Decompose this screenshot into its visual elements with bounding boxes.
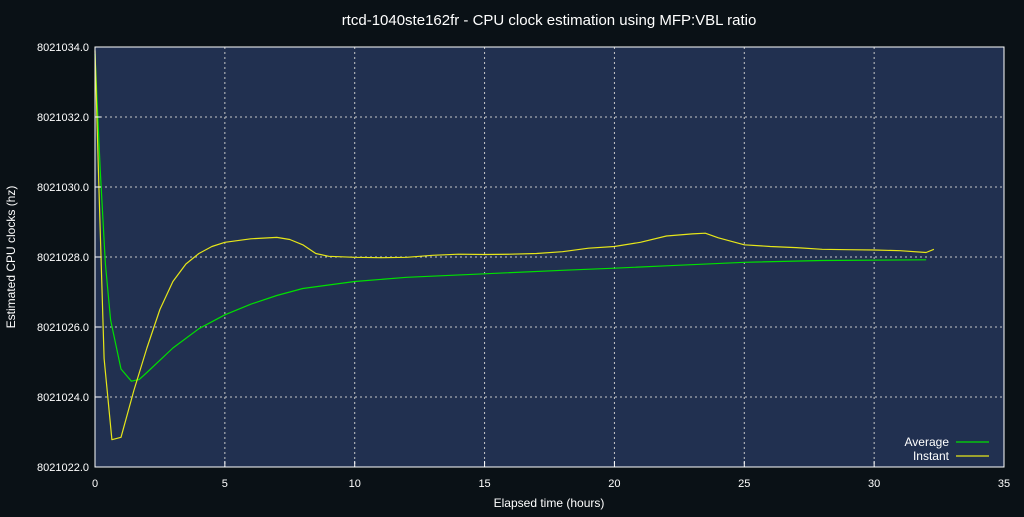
x-tick-label: 30 (868, 478, 880, 490)
x-axis-label: Elapsed time (hours) (494, 496, 605, 510)
y-tick-label: 8021028.0 (37, 252, 89, 264)
tick-labels: 0 5 10 15 20 25 30 35 8021022.0 8021024.0 8021026.… (37, 42, 1010, 490)
y-tick-label: 8021024.0 (37, 392, 89, 404)
y-tick-label: 8021022.0 (37, 462, 89, 474)
y-tick-label: 8021026.0 (37, 322, 89, 334)
y-axis-label: Estimated CPU clocks (hz) (4, 186, 18, 329)
series-line-instant (94, 50, 935, 441)
chart-title: rtcd-1040ste162fr - CPU clock estimation… (342, 12, 757, 29)
legend-label-instant: Instant (913, 449, 950, 463)
x-tick-label: 25 (738, 478, 750, 490)
series-layer (94, 50, 935, 441)
x-tick-label: 20 (608, 478, 620, 490)
grid-lines (95, 47, 1004, 467)
x-tick-label: 0 (92, 478, 98, 490)
y-tick-label: 8021034.0 (37, 42, 89, 54)
series-line-average (94, 53, 927, 382)
legend-label-average: Average (905, 435, 950, 449)
x-tick-label: 5 (222, 478, 228, 490)
x-tick-label: 10 (349, 478, 361, 490)
x-tick-label: 35 (998, 478, 1010, 490)
y-tick-label: 8021032.0 (37, 112, 89, 124)
y-tick-label: 8021030.0 (37, 182, 89, 194)
x-tick-label: 15 (478, 478, 490, 490)
